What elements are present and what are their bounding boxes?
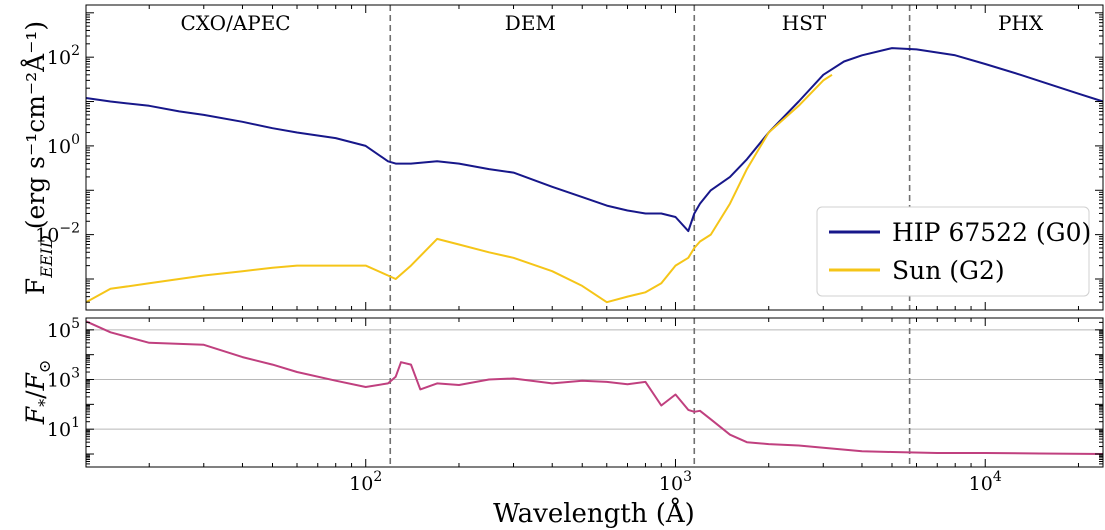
top-ticks [86, 5, 1103, 311]
top-y-axis-label: FEEID (erg s⁻¹cm⁻²Å⁻¹) [20, 21, 56, 295]
region-label-dem: DEM [505, 11, 556, 35]
region-labels: CXO/APEC DEM HST PHX [180, 11, 1043, 35]
bottom-plot-frame [85, 317, 1104, 468]
bottom-y-tick-labels: 105 103 101 [47, 316, 80, 441]
top-series [85, 47, 1104, 304]
bottom-ylabel-den: F [21, 371, 50, 391]
x-tick-label: 102 [349, 469, 382, 495]
top-ylabel-main: F [21, 278, 50, 295]
bottom-ylabel-main: F [21, 405, 50, 425]
x-axis-label: Wavelength (Å) [493, 497, 695, 529]
bottom-y-axis-label: F*/F⊙ [21, 360, 54, 426]
bottom-y-tick-label: 101 [47, 415, 80, 441]
top-series-line-0 [85, 47, 1104, 233]
bottom-y-tick-label: 105 [47, 316, 80, 342]
bottom-panel: 105 103 101 102 103 104 F*/F⊙ Wavelength (Å) [21, 316, 1104, 529]
bottom-series-line-0 [85, 320, 1104, 455]
bottom-ticks [86, 317, 1103, 468]
top-y-tick-label: 102 [47, 43, 80, 69]
top-y-tick-label: 100 [47, 132, 80, 158]
legend-label-sun: Sun (G2) [892, 256, 1005, 285]
legend-box [816, 206, 1090, 297]
bottom-y-tick-label: 103 [47, 366, 80, 392]
top-panel: CXO/APEC DEM HST PHX 102 100 10−2 FEEID (erg s… [20, 4, 1104, 311]
bottom-x-tick-labels: 102 103 104 [349, 469, 1002, 495]
x-tick-label: 103 [659, 469, 692, 495]
bottom-series [85, 320, 1104, 455]
top-y-tick-label: 10−2 [35, 221, 80, 247]
top-plot-frame [85, 4, 1104, 311]
x-tick-label: 104 [969, 469, 1002, 495]
bottom-ylabel-star: * [35, 399, 54, 407]
bottom-ylabel-sun: ⊙ [35, 360, 54, 373]
top-ylabel-sub: EEID [37, 235, 56, 279]
legend-label-hip: HIP 67522 (G0) [892, 218, 1091, 247]
region-label-cxo-apec: CXO/APEC [180, 11, 290, 35]
bottom-boundary-lines [389, 318, 911, 467]
region-label-phx: PHX [998, 11, 1044, 35]
top-y-tick-labels: 102 100 10−2 [35, 43, 80, 246]
legend: HIP 67522 (G0) Sun (G2) [816, 206, 1091, 297]
region-label-hst: HST [782, 11, 827, 35]
top-ylabel-units: (erg s⁻¹cm⁻²Å⁻¹) [20, 21, 50, 229]
top-series-line-1 [85, 73, 833, 304]
bottom-grid [86, 329, 1103, 430]
